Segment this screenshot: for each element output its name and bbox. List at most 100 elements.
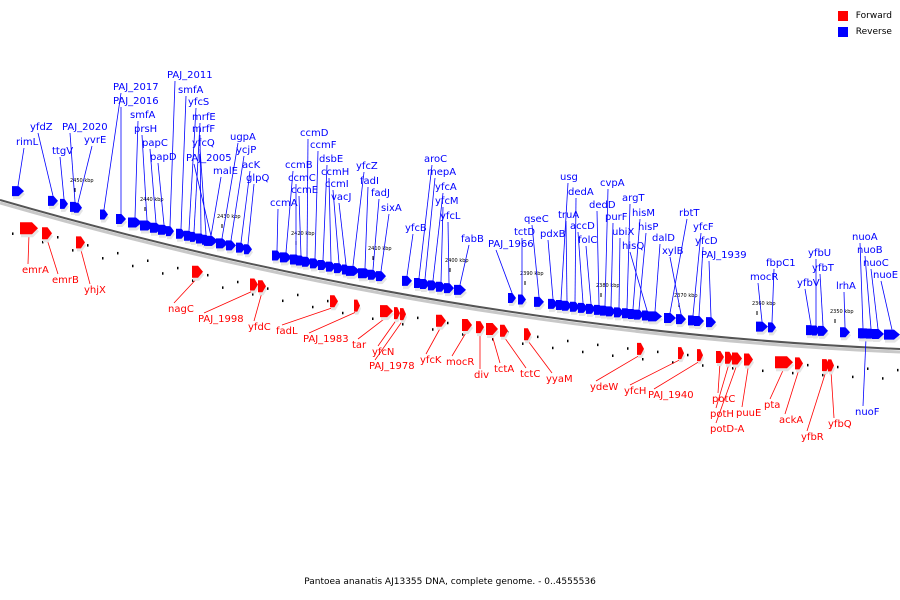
gene-paj-1978-10-arrow (400, 308, 406, 321)
gene-emra-0-arrow (20, 222, 38, 235)
minor-tick (297, 293, 299, 297)
minor-tick (162, 272, 164, 275)
gene-ycjp-20-label: ycjP (236, 145, 256, 156)
gene-yhjx-2-leader (80, 248, 91, 285)
gene-yfck-11-label: yfcK (420, 355, 442, 366)
minor-tick (87, 244, 89, 247)
gene-yfbv-69-label: yfbV (797, 278, 820, 289)
gene-aroc-38-label: aroC (424, 154, 447, 165)
gene-papd-10-leader (157, 162, 165, 225)
gene-deda-50-label: dedA (568, 187, 594, 198)
gene-paj-1966-44-label: PAJ_1966 (488, 239, 534, 250)
gene-ugpa-19-label: ugpA (230, 132, 256, 143)
gene-accd-51-label: accD (570, 221, 595, 232)
gene-papc-9-label: papC (142, 138, 168, 149)
gene-emrb-1-label: emrB (52, 275, 79, 286)
gene-tcta-14-arrow (486, 322, 498, 335)
minor-tick (252, 293, 254, 296)
minor-tick (687, 353, 689, 357)
gene-yfcz-33-label: yfcZ (356, 161, 378, 172)
minor-tick (492, 337, 494, 341)
gene-smfa-7-label: smfA (130, 110, 155, 121)
gene-ccmb-24-leader (285, 170, 294, 253)
minor-tick (462, 333, 464, 336)
minor-tick (102, 257, 104, 260)
gene-mocr-67-arrow (756, 321, 768, 332)
gene-ccmd-27-label: ccmD (300, 128, 329, 139)
gene-sixa-36-label: sixA (381, 203, 402, 214)
minor-tick (192, 279, 194, 282)
minor-tick (882, 377, 884, 380)
gene-dsbe-29-arrow (318, 260, 328, 271)
gene-ack-21-label: acK (242, 160, 261, 171)
gene-potc-20-arrow (716, 350, 724, 363)
gene-ccma-23-label: ccmA (270, 198, 298, 209)
gene-paj-1998-4-leader (203, 290, 255, 314)
gene-yfcl-42-arrow (444, 283, 454, 294)
gene-lrha-72-arrow (840, 327, 850, 338)
gene-yfcd-65-leader (698, 246, 704, 317)
gene-aroc-38-leader (418, 164, 433, 279)
gene-ccma-23-arrow (272, 250, 282, 261)
gene-dald-61-leader (654, 243, 661, 312)
gene-ccmb-24-arrow (280, 252, 292, 263)
gene-hisp-59-label: hisP (638, 222, 658, 233)
gene-fbpc1-68-leader (771, 268, 775, 323)
gene-yfcb-37-leader (406, 233, 414, 276)
gene-xylb-63-arrow (676, 314, 686, 325)
gene-accd-51-leader (577, 231, 584, 303)
gene-ttgv-2-arrow (60, 198, 68, 209)
minor-tick (807, 363, 809, 367)
gene-pdxb-47-label: pdxB (540, 229, 566, 240)
scale-label-2440-kbp: 2440 kbp (140, 197, 164, 203)
gene-poth-21-arrow (725, 351, 733, 364)
gene-ycjp-20-leader (230, 155, 245, 241)
minor-tick (237, 280, 239, 284)
gene-dedd-53-leader (596, 210, 600, 305)
gene-yyam-16-leader (527, 340, 553, 374)
gene-yfcs-13-leader (188, 107, 197, 231)
gene-tar-8-label: tar (352, 340, 367, 351)
gene-nuoe-76-arrow (884, 329, 900, 340)
gene-cvpa-54-leader (604, 188, 609, 306)
gene-dsbe-29-label: dsbE (319, 154, 343, 165)
gene-dedd-53-label: dedD (589, 200, 616, 211)
gene-fbpc1-68-arrow (768, 322, 776, 333)
gene-lrha-72-leader (843, 291, 846, 328)
gene-dald-61-label: dalD (652, 233, 675, 244)
minor-tick (627, 347, 629, 350)
gene-trua-49-label: truA (558, 210, 579, 221)
gene-lrha-72-label: lrhA (836, 281, 856, 292)
gene-ugpa-19-arrow (216, 238, 228, 249)
gene-smfa-12-leader (180, 95, 187, 229)
gene-ubix-56-label: ubiX (612, 227, 634, 238)
gene-pta-24-label: pta (764, 400, 780, 411)
gene-paj-2011-11-label: PAJ_2011 (167, 70, 213, 81)
gene-yfcm-41-leader (440, 206, 444, 282)
legend-forward-label: Forward (855, 11, 892, 21)
gene-fadl-6-label: fadL (276, 326, 298, 337)
minor-tick (12, 232, 14, 235)
gene-qsec-46-label: qseC (524, 214, 549, 225)
gene-fadl-6-leader (281, 306, 335, 326)
gene-tar-8-arrow (380, 305, 393, 318)
gene-sixa-36-leader (380, 213, 390, 272)
gene-yvre-4-label: yvrE (84, 135, 106, 146)
minor-tick (537, 335, 539, 339)
gene-yfcn-9-leader (377, 318, 398, 347)
scale-label-2370-kbp: 2370 kbp (674, 293, 698, 299)
gene-yfdc-5-label: yfdC (248, 322, 271, 333)
minor-tick (147, 259, 149, 263)
gene-yfbr-26-label: yfbR (801, 432, 824, 443)
gene-ubix-56-leader (618, 237, 621, 308)
gene-paj-2011-11-leader (169, 80, 176, 227)
gene-rbtt-62-label: rbtT (679, 208, 700, 219)
gene-yfcm-41-label: yfcM (435, 196, 459, 207)
gene-yfcf-64-label: yfcF (693, 222, 714, 233)
gene-fadi-34-label: fadI (360, 176, 379, 187)
gene-paj-2017-5-arrow (100, 209, 108, 220)
gene-nuoc-75-label: nuoC (863, 258, 889, 269)
gene-yhjx-2-arrow (76, 236, 85, 249)
